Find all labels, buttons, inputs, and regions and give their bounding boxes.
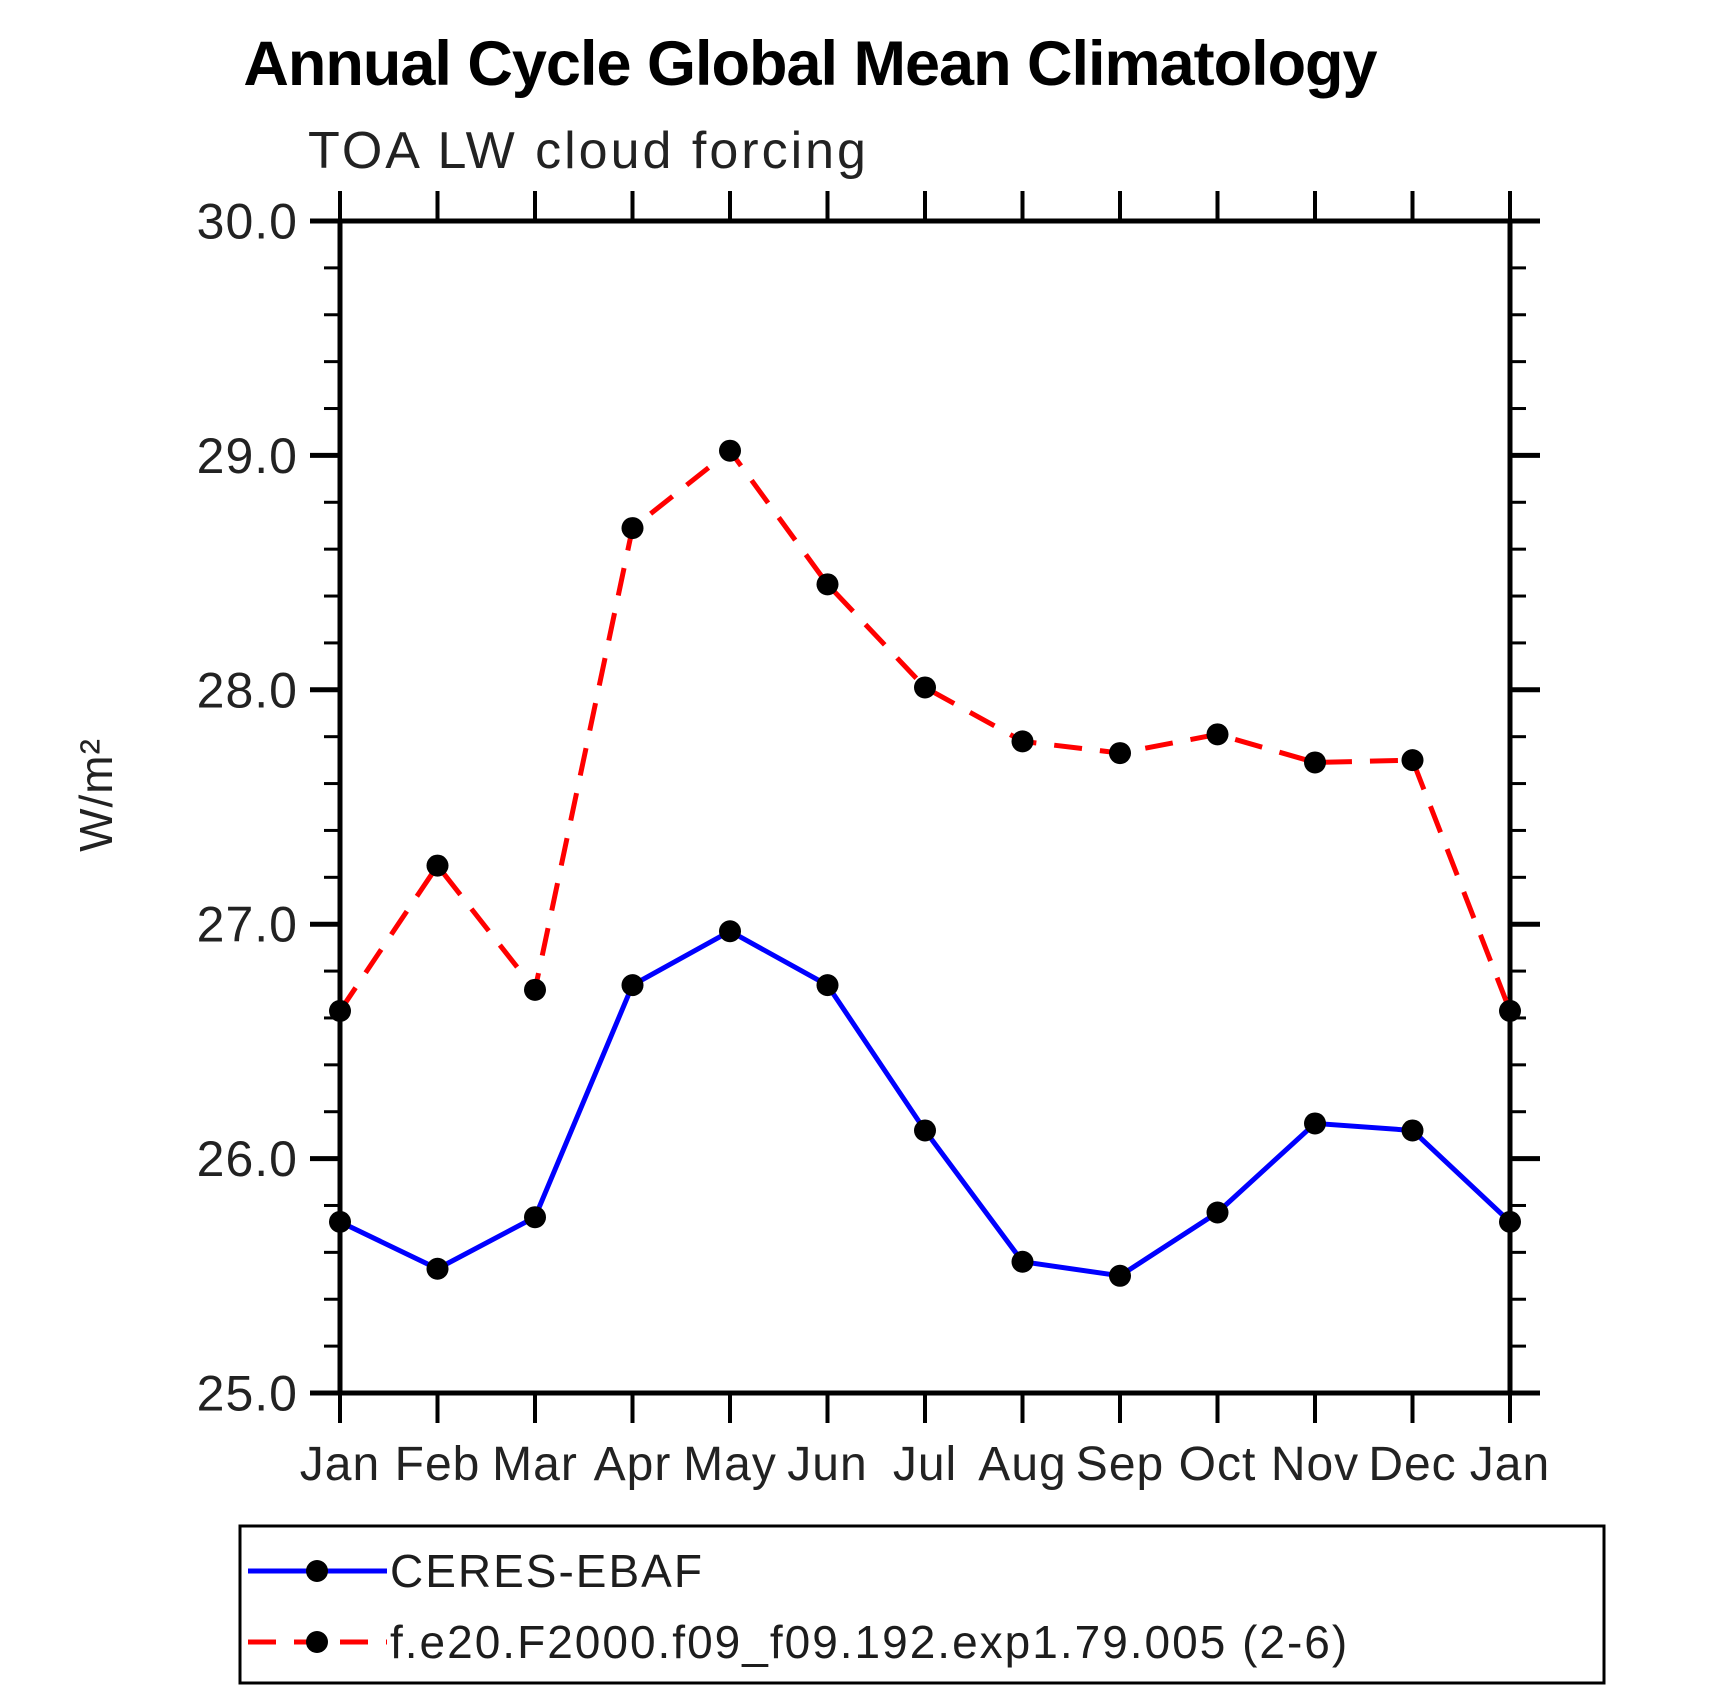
- x-tick-label: Apr: [594, 1438, 672, 1491]
- x-tick-label: Jun: [787, 1438, 867, 1491]
- series-line-1: [337, 447, 1513, 1013]
- legend-marker-icon: [306, 1631, 328, 1653]
- x-tick-label: Sep: [1076, 1438, 1164, 1491]
- data-point-marker: [524, 1206, 546, 1229]
- data-point-marker: [1499, 1210, 1521, 1233]
- series-0: [329, 920, 1521, 1287]
- plot-frame: [337, 218, 1513, 1396]
- series-line-0: [338, 928, 1512, 1279]
- data-point-marker: [524, 978, 546, 1001]
- chart-title: Annual Cycle Global Mean Climatology: [243, 29, 1377, 99]
- series-1: [329, 439, 1521, 1022]
- x-tick-label: Feb: [395, 1438, 481, 1491]
- data-point-marker: [426, 1257, 449, 1280]
- legend-marker-icon: [306, 1560, 328, 1582]
- x-tick-label: May: [683, 1438, 777, 1491]
- axes-layer: Jan Feb Mar Apr May Jun Jul Aug Sep Oct Nov Dec Jan2…: [197, 191, 1550, 1491]
- y-tick-label: 29.0: [197, 428, 298, 484]
- series-layer: [329, 439, 1521, 1287]
- legend-label-ceres: CERES-EBAF: [390, 1545, 704, 1597]
- data-point-marker: [1011, 1250, 1034, 1273]
- y-tick-label: 28.0: [197, 662, 298, 718]
- x-tick-label: Aug: [978, 1438, 1066, 1491]
- data-point-marker: [1206, 1201, 1229, 1224]
- data-point-marker: [914, 1119, 936, 1142]
- y-tick-label: 30.0: [197, 194, 298, 250]
- data-point-marker: [816, 974, 839, 997]
- x-tick-label: Jan: [300, 1438, 380, 1491]
- legend: CERES-EBAF f.e20.F2000.f09_f09.192.exp1.…: [238, 1524, 1606, 1685]
- x-tick-label: Dec: [1368, 1438, 1456, 1491]
- data-point-marker: [1206, 723, 1229, 746]
- y-tick-label: 25.0: [197, 1366, 298, 1422]
- data-point-marker: [1401, 1119, 1424, 1142]
- x-tick-label: Jul: [893, 1438, 957, 1491]
- y-tick-label: 26.0: [197, 1131, 298, 1187]
- data-point-marker: [1109, 1264, 1131, 1287]
- legend-box: [238, 1524, 1606, 1685]
- x-tick-label: Oct: [1179, 1438, 1257, 1491]
- data-point-marker: [914, 676, 936, 699]
- data-point-marker: [329, 1210, 351, 1233]
- data-point-marker: [621, 974, 644, 997]
- data-point-marker: [329, 999, 351, 1022]
- data-point-marker: [1499, 999, 1521, 1022]
- legend-label-model: f.e20.F2000.f09_f09.192.exp1.79.005 (2-6…: [390, 1616, 1349, 1668]
- chart-subtitle: TOA LW cloud forcing: [308, 122, 869, 180]
- y-axis-label: W/m²: [70, 738, 122, 852]
- data-point-marker: [1304, 1112, 1326, 1135]
- data-point-marker: [1109, 742, 1131, 765]
- data-point-marker: [816, 573, 839, 596]
- x-tick-label: Nov: [1271, 1438, 1359, 1491]
- x-tick-label: Jan: [1470, 1438, 1550, 1491]
- data-point-marker: [426, 854, 449, 877]
- data-point-marker: [1011, 730, 1034, 753]
- data-point-marker: [1401, 749, 1424, 772]
- data-point-marker: [1304, 751, 1326, 774]
- data-point-marker: [719, 920, 741, 943]
- y-tick-label: 27.0: [197, 897, 298, 953]
- data-point-marker: [621, 517, 644, 540]
- x-tick-label: Mar: [492, 1438, 578, 1491]
- data-point-marker: [719, 439, 741, 462]
